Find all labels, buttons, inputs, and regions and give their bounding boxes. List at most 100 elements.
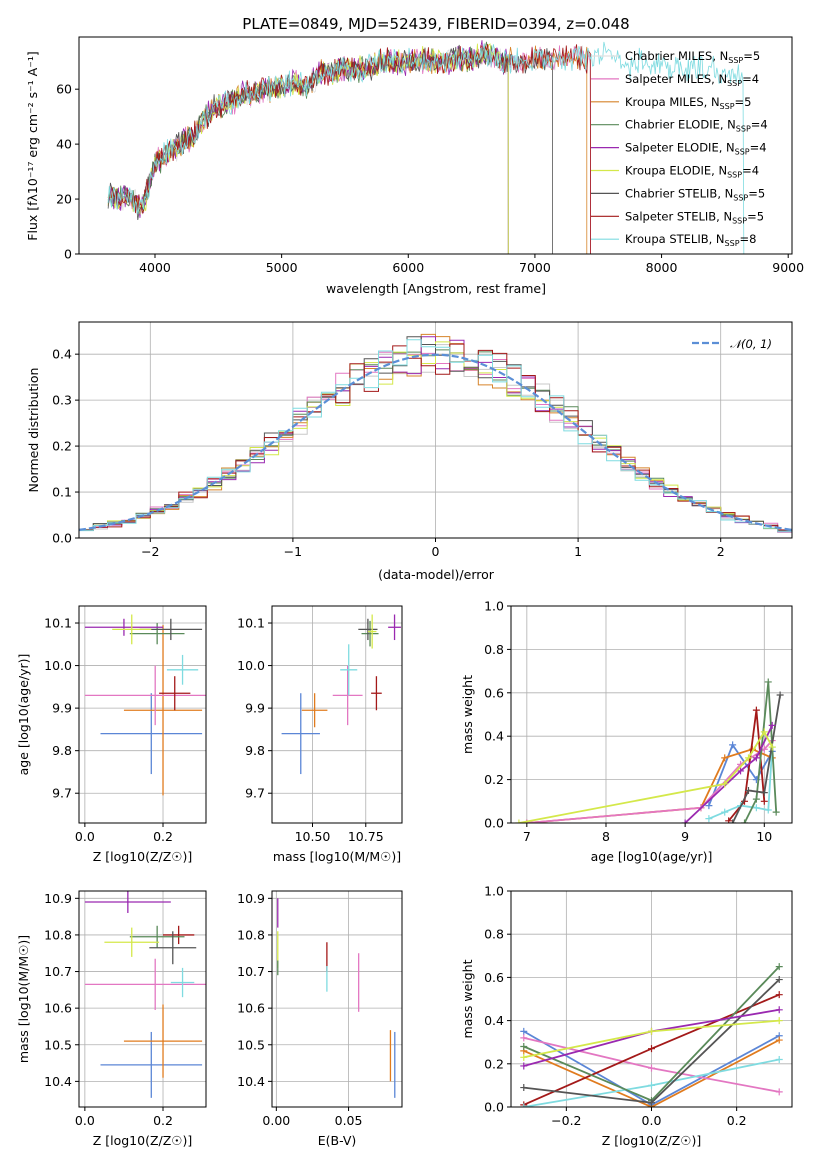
weight-series <box>520 991 783 1107</box>
weight-point-marker <box>768 743 776 751</box>
xtick-label: 7 <box>523 829 531 844</box>
residual-xtick-label: −1 <box>284 544 302 559</box>
ytick-label: 10.4 <box>237 1074 265 1089</box>
ytick-label: 10.6 <box>44 1001 72 1016</box>
panel-xlabel: age [log10(age/yr)] <box>591 849 713 864</box>
spectrum-series-line <box>107 43 591 254</box>
panel-marks <box>84 891 206 1098</box>
spectrum-legend-label: Kroupa MILES, NSSP=5 <box>625 95 751 111</box>
xtick-label: 0.0 <box>75 1113 95 1128</box>
weight-point-marker <box>752 706 760 714</box>
spectrum-xtick-label: 5000 <box>266 260 298 275</box>
spectrum-ytick-label: 40 <box>56 137 72 152</box>
panel-grid <box>272 606 402 823</box>
weight-point-marker <box>648 1081 655 1089</box>
ytick-label: 0.2 <box>484 772 504 787</box>
panel-axes-frame <box>78 890 207 1108</box>
residual-xtick-label: 0 <box>432 544 440 559</box>
errorbar-point <box>301 693 328 728</box>
weight-series <box>520 1055 783 1107</box>
weight-point-marker <box>752 754 760 762</box>
weight-point-marker <box>520 1103 528 1107</box>
errorbar-point <box>123 625 203 796</box>
age-vs-Z-panel: 0.0 0.2 9.7 9.8 9.9 10.0 10.1 Z [log10(Z/Z☉)] ag… <box>16 605 207 864</box>
residual-xtick-label: 2 <box>717 544 725 559</box>
panel-ylabel: mass weight <box>460 675 475 754</box>
ytick-label: 0.8 <box>484 642 504 657</box>
xtick-label: −0.2 <box>551 1113 581 1128</box>
weight-point-marker <box>648 1099 655 1107</box>
normal-curve <box>78 353 793 531</box>
spectrum-ytick-label: 20 <box>56 192 72 207</box>
errorbar-point <box>388 614 401 641</box>
weight-point-marker <box>648 1064 655 1072</box>
errorbar-point <box>104 927 160 957</box>
weight-point-marker <box>768 721 776 729</box>
ytick-label: 9.7 <box>245 786 265 801</box>
spectrum-xtick-label: 9000 <box>772 260 804 275</box>
panel-xlabel: Z [log10(Z/Z☉)] <box>602 1133 702 1148</box>
mass-vs-Z-panel: 0.0 0.2 10.4 10.5 10.6 10.7 10.8 10.9 Z [log10(Z… <box>16 890 207 1148</box>
spectrum-xlabel: wavelength [Angstrom, rest frame] <box>326 281 546 296</box>
weight-point-marker <box>648 1045 655 1053</box>
xtick-label: 0.2 <box>153 829 173 844</box>
panel-axes-frame <box>78 605 207 824</box>
weight-point-marker <box>721 808 729 816</box>
weight-point-marker <box>520 1043 528 1051</box>
spectrum-ytick-label: 60 <box>56 82 72 97</box>
panel-grid <box>511 890 792 1108</box>
weight-series <box>741 678 780 823</box>
panel-xlabel: Z [log10(Z/Z☉)] <box>93 849 193 864</box>
weight-point-marker <box>744 754 752 762</box>
weight-point-marker <box>775 1017 783 1025</box>
spectrum-legend: Chabrier MILES, NSSP=5 Salpeter MILES, NS… <box>591 49 768 248</box>
weight-point-marker <box>705 802 713 810</box>
panel-marks <box>281 614 401 775</box>
ytick-label: 10.7 <box>237 964 265 979</box>
spectrum-series-line <box>107 44 591 254</box>
weight-point-marker <box>729 741 737 749</box>
weight-series-line <box>708 746 774 820</box>
errorbar-point <box>84 665 206 726</box>
errorbar-point <box>163 925 195 945</box>
spectrum-series-line <box>107 41 745 254</box>
errorbar-point <box>129 623 185 645</box>
ytick-label: 0.4 <box>484 1013 504 1028</box>
weight-point-marker <box>775 1006 783 1014</box>
spectrum-legend-label: Chabrier ELODIE, NSSP=4 <box>625 118 768 134</box>
ytick-label: 10.8 <box>237 927 265 942</box>
ytick-label: 0.6 <box>484 685 504 700</box>
xtick-label: 0.0 <box>642 1113 662 1128</box>
xtick-label: 0.2 <box>727 1113 747 1128</box>
spectrum-series-line <box>107 43 591 254</box>
panel-marks <box>277 898 396 1098</box>
ytick-label: 10.7 <box>44 964 72 979</box>
spectrum-legend-label: Kroupa ELODIE, NSSP=4 <box>625 164 759 180</box>
weight-point-marker <box>776 691 784 699</box>
ytick-label: 9.9 <box>245 701 265 716</box>
panel-marks <box>515 678 784 823</box>
xtick-label: 8 <box>602 829 610 844</box>
spectrum-ytick-label: 0 <box>64 247 72 262</box>
spectrum-legend-label: Salpeter STELIB, NSSP=5 <box>625 209 764 225</box>
weight-point-marker <box>775 1055 783 1063</box>
residual-ylabel: Normed distribution <box>26 368 41 493</box>
ytick-label: 10.5 <box>237 1037 265 1052</box>
weight-series <box>520 976 783 1107</box>
panel-grid <box>79 891 206 1107</box>
panel-axes-frame <box>271 605 403 824</box>
spectrum-axes-frame <box>78 36 793 255</box>
errorbar-point <box>361 620 379 647</box>
weight-series <box>681 721 776 823</box>
xtick-label: 10.75 <box>348 829 384 844</box>
ytick-label: 10.0 <box>44 658 72 673</box>
ytick-label: 10.9 <box>237 891 265 906</box>
errorbar-point <box>281 693 320 775</box>
ytick-label: 10.4 <box>44 1074 72 1089</box>
ytick-label: 1.0 <box>484 884 504 899</box>
panel-xlabel: E(B-V) <box>318 1133 357 1148</box>
xtick-label: 0.05 <box>335 1113 363 1128</box>
weight-point-marker <box>520 1084 528 1092</box>
panel-marks <box>84 614 206 796</box>
weight-point-marker <box>725 817 733 823</box>
